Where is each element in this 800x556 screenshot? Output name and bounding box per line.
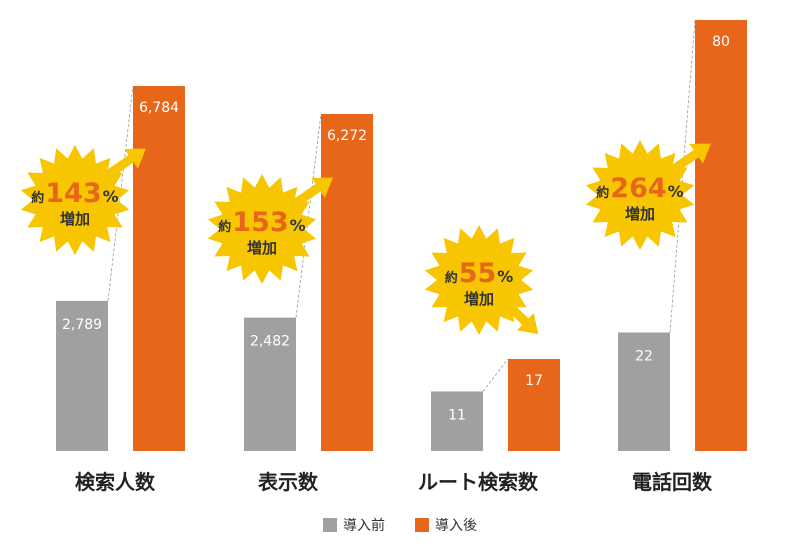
- badge-unit: %: [290, 216, 306, 235]
- data-label-before: 2,482: [250, 334, 290, 350]
- legend-item-before: 導入前: [323, 515, 385, 535]
- badge-value: 153: [232, 207, 288, 238]
- badge-rate: 約55%: [445, 258, 514, 289]
- badge-unit: %: [103, 187, 119, 206]
- connector-line: [295, 113, 322, 318]
- badge-prefix: 約: [31, 190, 44, 206]
- data-label-before: 11: [448, 407, 466, 423]
- data-label-after: 17: [525, 373, 543, 389]
- burst-badge: [207, 174, 317, 284]
- bar-before: [56, 300, 108, 451]
- trend-arrow-head: [311, 177, 333, 198]
- burst-badge: [20, 145, 130, 255]
- data-label-after: 80: [712, 34, 730, 50]
- badge-prefix: 約: [596, 185, 609, 201]
- bar-after: [695, 20, 747, 451]
- data-label-before: 22: [635, 348, 653, 364]
- badge-value: 264: [610, 173, 666, 204]
- connector-line: [107, 85, 134, 301]
- bar-before: [244, 317, 296, 451]
- category-label: 表示数: [258, 470, 319, 494]
- badge-word: 増加: [464, 290, 494, 308]
- bar-chart: 2,7896,784検索人数約143%増加2,4826,272表示数約153%増…: [20, 19, 747, 494]
- bar-before: [618, 332, 670, 451]
- category-label: ルート検索数: [418, 470, 539, 494]
- badge-value: 55: [459, 258, 497, 289]
- legend: 導入前 導入後: [0, 513, 800, 537]
- badge-word: 増加: [60, 210, 90, 228]
- trend-arrow-head: [517, 313, 539, 335]
- badge-unit: %: [497, 267, 513, 286]
- category-label: 検索人数: [75, 470, 156, 494]
- trend-arrow-head: [124, 148, 146, 169]
- data-label-before: 2,789: [62, 317, 102, 333]
- data-label-after: 6,784: [139, 100, 179, 116]
- badge-rate: 約143%: [31, 178, 118, 209]
- badge-rate: 約153%: [218, 207, 305, 238]
- bar-before: [431, 391, 483, 451]
- legend-swatch-before: [323, 518, 337, 532]
- badge-unit: %: [668, 182, 684, 201]
- legend-label-before: 導入前: [343, 518, 385, 534]
- data-label-after: 6,272: [327, 128, 367, 144]
- badge-prefix: 約: [218, 219, 231, 235]
- bar-after: [321, 114, 373, 451]
- category-label: 電話回数: [632, 470, 713, 494]
- bar-after: [508, 359, 560, 451]
- legend-label-after: 導入後: [435, 518, 477, 534]
- legend-swatch-after: [415, 518, 429, 532]
- connector-line: [482, 358, 509, 392]
- bar-after: [133, 86, 185, 451]
- legend-item-after: 導入後: [415, 515, 477, 535]
- badge-word: 増加: [247, 239, 277, 257]
- category-group: 11 17 ルート検索数 約55%増加: [418, 225, 560, 494]
- badge-value: 143: [45, 178, 101, 209]
- badge-rate: 約264%: [596, 173, 683, 204]
- connector-line: [669, 19, 696, 333]
- badge-prefix: 約: [445, 270, 458, 286]
- burst-badge: [585, 140, 695, 250]
- trend-arrow-head: [689, 143, 711, 164]
- badge-word: 増加: [625, 205, 655, 223]
